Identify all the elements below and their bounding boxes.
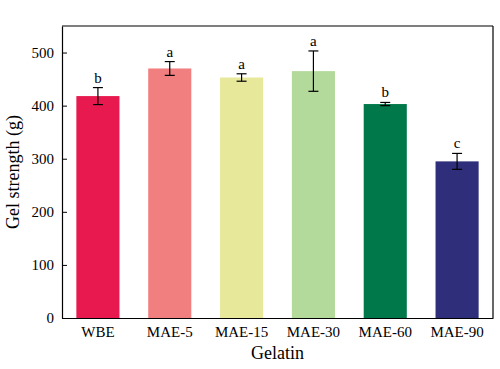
tick-label: 100	[32, 257, 55, 273]
annotation: c	[454, 135, 461, 151]
tick: 200	[32, 204, 68, 220]
tick-label: MAE-30	[287, 324, 340, 340]
error-line	[169, 62, 170, 76]
tick-mark	[62, 106, 67, 107]
bar	[220, 77, 263, 318]
annotation: a	[238, 56, 245, 72]
bar	[76, 96, 119, 318]
error-cap	[93, 104, 103, 105]
error-cap	[165, 61, 175, 62]
tick: MAE-60	[359, 318, 412, 340]
tick-label: 200	[32, 204, 55, 220]
frame	[62, 25, 493, 26]
tick: 500	[32, 45, 68, 61]
x-axis: WBE MAE-5 MAE-15 MAE-30 MAE-60 MAE-90	[63, 318, 494, 340]
error-cap	[380, 102, 390, 103]
tick: MAE-15	[215, 318, 268, 340]
bar	[292, 71, 335, 318]
error-bar	[93, 88, 103, 105]
frame	[492, 26, 493, 318]
annotation: a	[166, 44, 173, 60]
axis-line	[63, 318, 494, 319]
error-bar	[452, 153, 462, 169]
tick-label: WBE	[81, 324, 114, 340]
tick: MAE-30	[287, 318, 340, 340]
tick: 300	[32, 151, 68, 167]
tick-label: MAE-5	[147, 324, 193, 340]
tick-label: 500	[32, 45, 55, 61]
error-line	[456, 153, 457, 169]
tick: MAE-5	[147, 318, 193, 340]
error-line	[241, 74, 242, 81]
bar	[148, 68, 191, 318]
tick-mark	[62, 212, 67, 213]
tick-label: MAE-60	[359, 324, 412, 340]
error-cap	[237, 73, 247, 74]
tick: 100	[32, 257, 68, 273]
annotation: b	[382, 84, 390, 100]
tick-mark	[62, 265, 67, 266]
error-cap	[452, 153, 462, 154]
tick-label: MAE-15	[215, 324, 268, 340]
error-cap	[93, 87, 103, 88]
x-axis-title: Gelatin	[251, 343, 304, 363]
tick: 400	[32, 98, 68, 114]
error-cap	[308, 91, 318, 92]
error-line	[313, 51, 314, 91]
tick: WBE	[81, 318, 114, 340]
annotation: b	[94, 70, 102, 86]
error-bar	[165, 62, 175, 76]
error-cap	[165, 75, 175, 76]
error-bar	[237, 74, 247, 81]
error-cap	[452, 169, 462, 170]
error-line	[97, 88, 98, 105]
tick-label: 300	[32, 151, 55, 167]
error-bar	[380, 102, 390, 105]
tick-label: 400	[32, 98, 55, 114]
tick: MAE-90	[430, 318, 483, 340]
marks	[76, 51, 478, 318]
annotation: a	[310, 33, 317, 49]
error-cap	[308, 50, 318, 51]
bar	[364, 104, 407, 318]
y-axis: 0 100 200 300 400 500	[32, 27, 68, 327]
axis-line	[62, 27, 63, 319]
bar	[436, 161, 479, 318]
tick-label: MAE-90	[430, 324, 483, 340]
plot: b a a a b c 0 100 200 300 400 500 WBE MAE-5 MAE-15 MAE-…	[32, 26, 494, 340]
tick-mark	[62, 53, 67, 54]
error-cap	[380, 105, 390, 106]
annotations: b a a a b c	[94, 33, 461, 151]
error-cap	[237, 81, 247, 82]
tick-label: 0	[47, 310, 55, 326]
chart: b a a a b c 0 100 200 300 400 500 WBE MAE-5 MAE-15 MAE-…	[0, 0, 500, 369]
y-axis-title: Gel strength (g)	[3, 115, 24, 229]
tick-mark	[62, 159, 67, 160]
error-bar	[308, 51, 318, 91]
